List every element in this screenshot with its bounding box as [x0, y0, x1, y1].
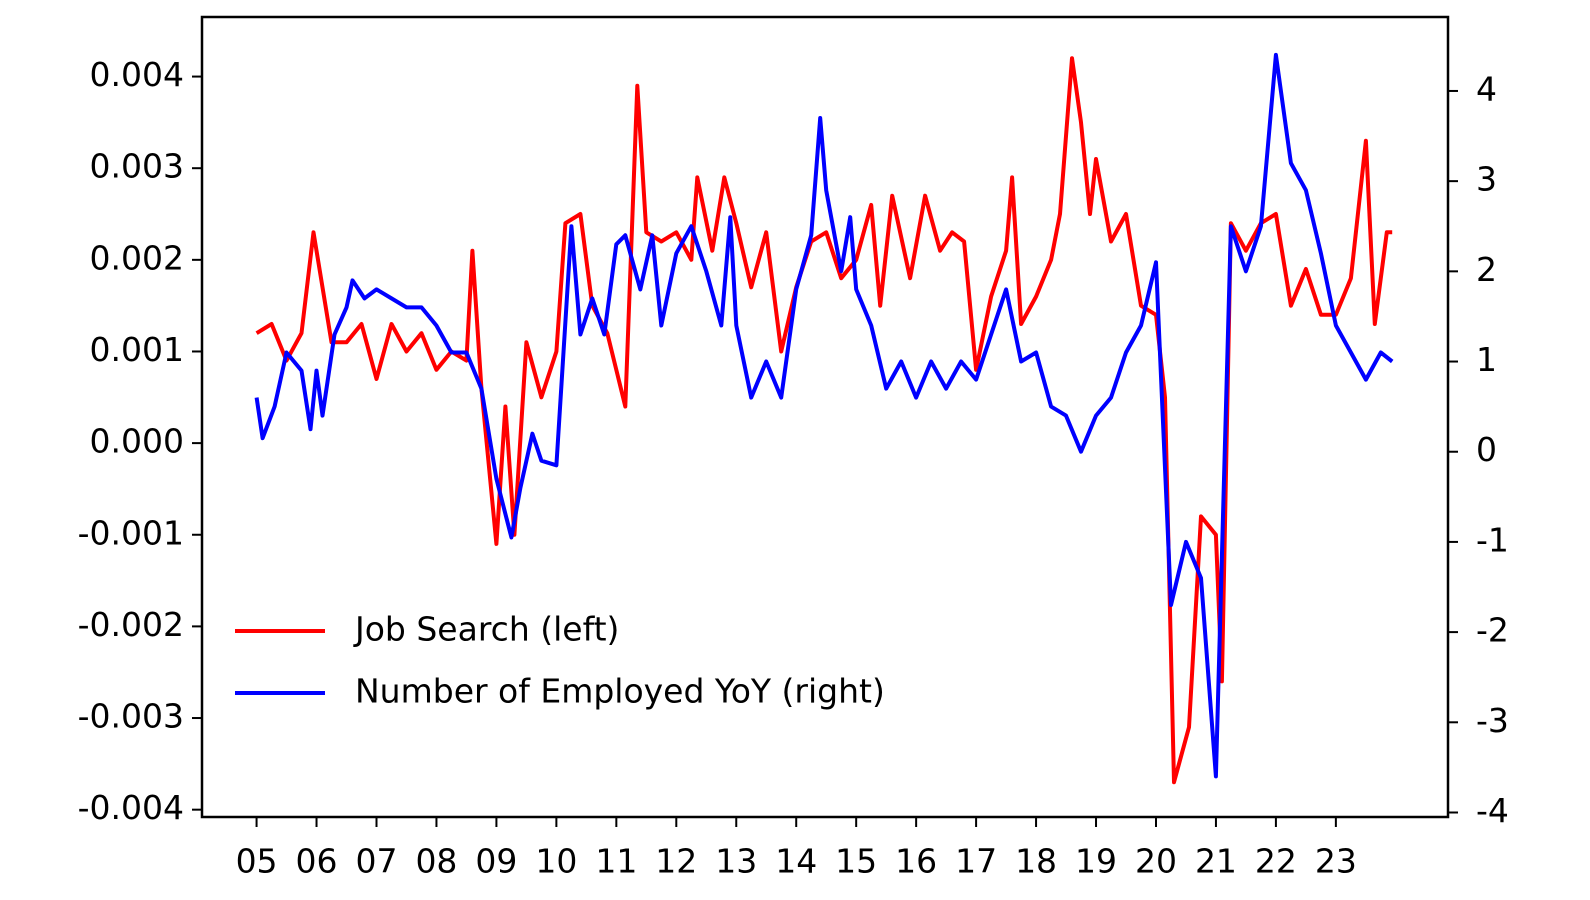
- y-tick-label: -0.004: [78, 788, 184, 827]
- x-tick-label: 18: [1015, 842, 1057, 881]
- x-tick-label: 23: [1315, 842, 1357, 881]
- y2-tick-label: 2: [1476, 250, 1497, 289]
- y-tick-label: -0.003: [78, 697, 184, 736]
- x-tick-label: 20: [1135, 842, 1177, 881]
- y-tick-label: 0.003: [90, 147, 184, 186]
- x-tick-label: 22: [1255, 842, 1297, 881]
- y2-tick-label: 0: [1476, 430, 1497, 469]
- y2-tick-label: -1: [1476, 520, 1509, 559]
- plot-frame: [200, 15, 1450, 819]
- x-tick-label: 09: [475, 842, 517, 881]
- y2-tick-label: -4: [1476, 791, 1509, 830]
- y-tick-label: -0.002: [78, 605, 184, 644]
- x-tick-label: 21: [1195, 842, 1237, 881]
- y-tick-label: 0.001: [90, 330, 184, 369]
- y2-tick-label: -2: [1476, 611, 1509, 650]
- x-tick-label: 08: [415, 842, 457, 881]
- y2-tick-label: -3: [1476, 701, 1509, 740]
- x-tick-label: 12: [655, 842, 697, 881]
- x-tick-label: 10: [535, 842, 577, 881]
- x-tick-label: 16: [895, 842, 937, 881]
- y2-tick-label: 1: [1476, 340, 1497, 379]
- x-tick-label: 07: [355, 842, 397, 881]
- x-tick-label: 19: [1075, 842, 1117, 881]
- y-tick-label: 0.000: [90, 422, 184, 461]
- y2-tick-label: 3: [1476, 160, 1497, 199]
- y-tick-label: 0.002: [90, 238, 184, 277]
- x-tick-label: 11: [595, 842, 637, 881]
- y2-tick-label: 4: [1476, 69, 1497, 108]
- series-line: [255, 56, 1393, 785]
- x-tick-label: 06: [296, 842, 338, 881]
- x-tick-label: 15: [835, 842, 877, 881]
- legend-label: Job Search (left): [353, 610, 619, 649]
- legend-label: Number of Employed YoY (right): [355, 672, 885, 711]
- x-tick-label: 17: [955, 842, 997, 881]
- x-tick-label: 13: [715, 842, 757, 881]
- x-tick-label: 05: [236, 842, 278, 881]
- y-tick-label: -0.001: [78, 513, 184, 552]
- series-line: [254, 52, 1394, 779]
- y-tick-label: 0.004: [90, 55, 184, 94]
- x-tick-label: 14: [775, 842, 817, 881]
